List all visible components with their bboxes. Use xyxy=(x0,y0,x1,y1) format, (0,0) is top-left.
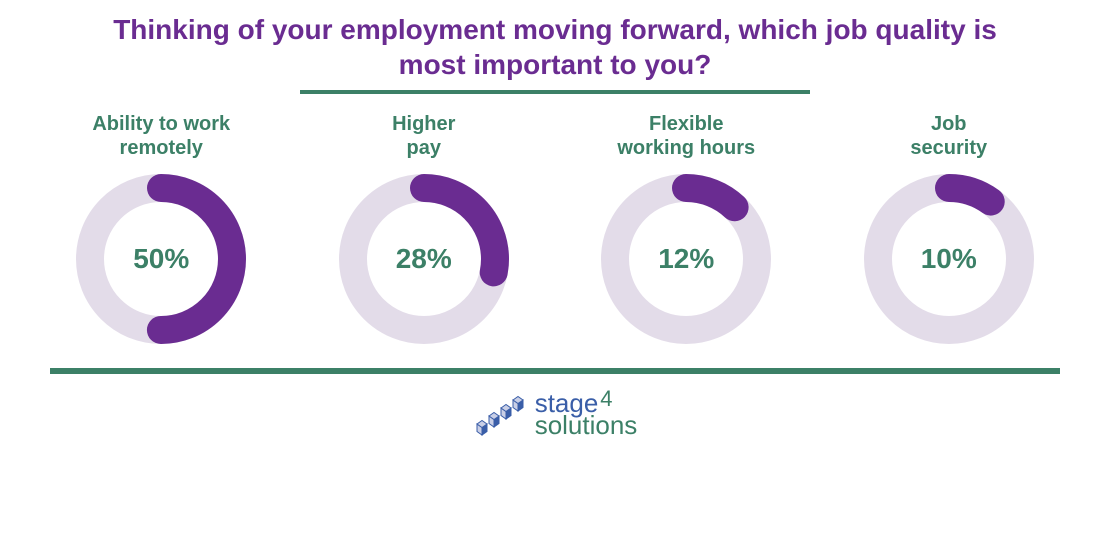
logo: stage4 solutions xyxy=(0,388,1110,440)
donut-item: Job security 10% xyxy=(818,112,1081,344)
donut-label: Ability to work remotely xyxy=(92,112,230,160)
page-title: Thinking of your employment moving forwa… xyxy=(105,0,1005,82)
donut-item: Flexible working hours 12% xyxy=(555,112,818,344)
cubes-icon xyxy=(473,388,525,440)
donut-value: 28% xyxy=(339,174,509,344)
donut-label: Flexible working hours xyxy=(617,112,755,160)
donut-chart: 28% xyxy=(339,174,509,344)
donut-label: Higher pay xyxy=(392,112,455,160)
donut-value: 50% xyxy=(76,174,246,344)
donut-label: Job security xyxy=(910,112,987,160)
donut-row: Ability to work remotely 50% Higher pay 28%… xyxy=(0,112,1110,344)
donut-value: 12% xyxy=(601,174,771,344)
donut-value: 10% xyxy=(864,174,1034,344)
donut-chart: 50% xyxy=(76,174,246,344)
divider-top xyxy=(300,90,810,94)
logo-word-solutions: solutions xyxy=(535,412,638,438)
infographic-page: Thinking of your employment moving forwa… xyxy=(0,0,1110,550)
donut-item: Higher pay 28% xyxy=(293,112,556,344)
logo-word-four: 4 xyxy=(600,386,612,411)
donut-chart: 12% xyxy=(601,174,771,344)
donut-item: Ability to work remotely 50% xyxy=(30,112,293,344)
donut-chart: 10% xyxy=(864,174,1034,344)
logo-text: stage4 solutions xyxy=(535,390,638,438)
divider-bottom xyxy=(50,368,1060,374)
